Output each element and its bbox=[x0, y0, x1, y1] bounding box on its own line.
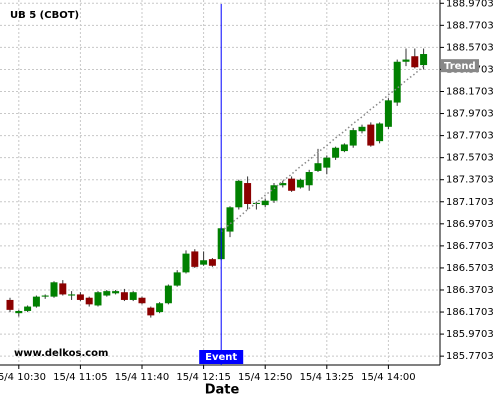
x-tick-label: 15/4 13:25 bbox=[300, 372, 354, 383]
watermark: www.delkos.com bbox=[14, 348, 108, 359]
y-tick-label: 188.5703 bbox=[446, 42, 494, 53]
x-tick-label: 15/4 10:30 bbox=[0, 372, 46, 383]
candle-body bbox=[129, 292, 137, 300]
candle-body bbox=[68, 294, 76, 296]
candle-body bbox=[358, 126, 366, 132]
chart-title: UB 5 (CBOT) bbox=[10, 10, 79, 21]
x-tick-label: 15/4 12:50 bbox=[238, 372, 292, 383]
y-tick-label: 186.5703 bbox=[446, 263, 494, 274]
y-tick-label: 187.9703 bbox=[446, 109, 494, 120]
candle-body bbox=[164, 285, 172, 304]
candle-body bbox=[41, 295, 49, 297]
y-tick-label: 185.9703 bbox=[446, 329, 494, 340]
candle-body bbox=[50, 282, 58, 297]
candle-body bbox=[393, 61, 401, 103]
candle-body bbox=[314, 163, 322, 171]
candle-body bbox=[305, 172, 313, 186]
candle-body bbox=[332, 147, 340, 158]
y-tick-label: 187.5703 bbox=[446, 153, 494, 164]
x-tick-label: 15/4 11:40 bbox=[115, 372, 169, 383]
grid bbox=[0, 0, 440, 365]
candle-body bbox=[76, 294, 84, 300]
candle-body bbox=[376, 123, 384, 142]
x-axis-title: Date bbox=[205, 383, 240, 398]
candle-body bbox=[402, 59, 410, 62]
candle-body bbox=[156, 303, 164, 313]
candle-body bbox=[200, 260, 208, 265]
trend-label: Trend bbox=[444, 61, 476, 72]
y-tick-label: 188.7703 bbox=[446, 20, 494, 31]
y-tick-label: 187.1703 bbox=[446, 197, 494, 208]
candle-body bbox=[420, 54, 428, 66]
candle-body bbox=[296, 179, 304, 188]
candle-body bbox=[59, 283, 67, 295]
y-tick-label: 186.1703 bbox=[446, 307, 494, 318]
y-tick-label: 186.9703 bbox=[446, 219, 494, 230]
y-tick-label: 188.1703 bbox=[446, 86, 494, 97]
candle-body bbox=[191, 251, 199, 267]
candle-body bbox=[340, 144, 348, 152]
candle-body bbox=[24, 306, 32, 311]
trend-label-box bbox=[441, 59, 479, 73]
y-tick-label: 187.7703 bbox=[446, 131, 494, 142]
y-tick-label: 188.9703 bbox=[446, 0, 494, 9]
candle-body bbox=[173, 272, 181, 286]
x-tick-label: 15/4 14:00 bbox=[361, 372, 415, 383]
candle-body bbox=[208, 259, 216, 266]
candle-body bbox=[112, 291, 120, 294]
candle-body bbox=[94, 292, 102, 306]
candle-body bbox=[349, 130, 357, 146]
candle-body bbox=[411, 56, 419, 68]
candle-body bbox=[138, 297, 146, 304]
candle-body bbox=[367, 124, 375, 146]
candle-body bbox=[235, 180, 243, 208]
candle-body bbox=[323, 157, 331, 168]
candle-body bbox=[32, 296, 40, 307]
y-tick-label: 186.7703 bbox=[446, 241, 494, 252]
candle-body bbox=[147, 307, 155, 316]
x-tick-label: 15/4 11:05 bbox=[53, 372, 107, 383]
event-label: Event bbox=[205, 352, 237, 363]
candle-body bbox=[182, 253, 190, 273]
x-tick-label: 15/4 12:15 bbox=[176, 372, 230, 383]
candle-body bbox=[270, 185, 278, 201]
y-tick-label: 186.3703 bbox=[446, 285, 494, 296]
candle-body bbox=[244, 183, 252, 205]
candle-body bbox=[6, 299, 14, 310]
candle-body bbox=[288, 178, 296, 191]
candle-body bbox=[384, 100, 392, 127]
candle-body bbox=[261, 200, 269, 206]
candle-body bbox=[85, 297, 93, 305]
candle-body bbox=[120, 292, 128, 300]
candle-body bbox=[226, 207, 234, 232]
y-tick-label: 185.7703 bbox=[446, 351, 494, 362]
candle-body bbox=[279, 183, 287, 186]
y-tick-label: 187.3703 bbox=[446, 175, 494, 186]
event-label-box bbox=[199, 350, 244, 364]
candle-body bbox=[15, 310, 23, 314]
candle-body bbox=[103, 291, 111, 296]
